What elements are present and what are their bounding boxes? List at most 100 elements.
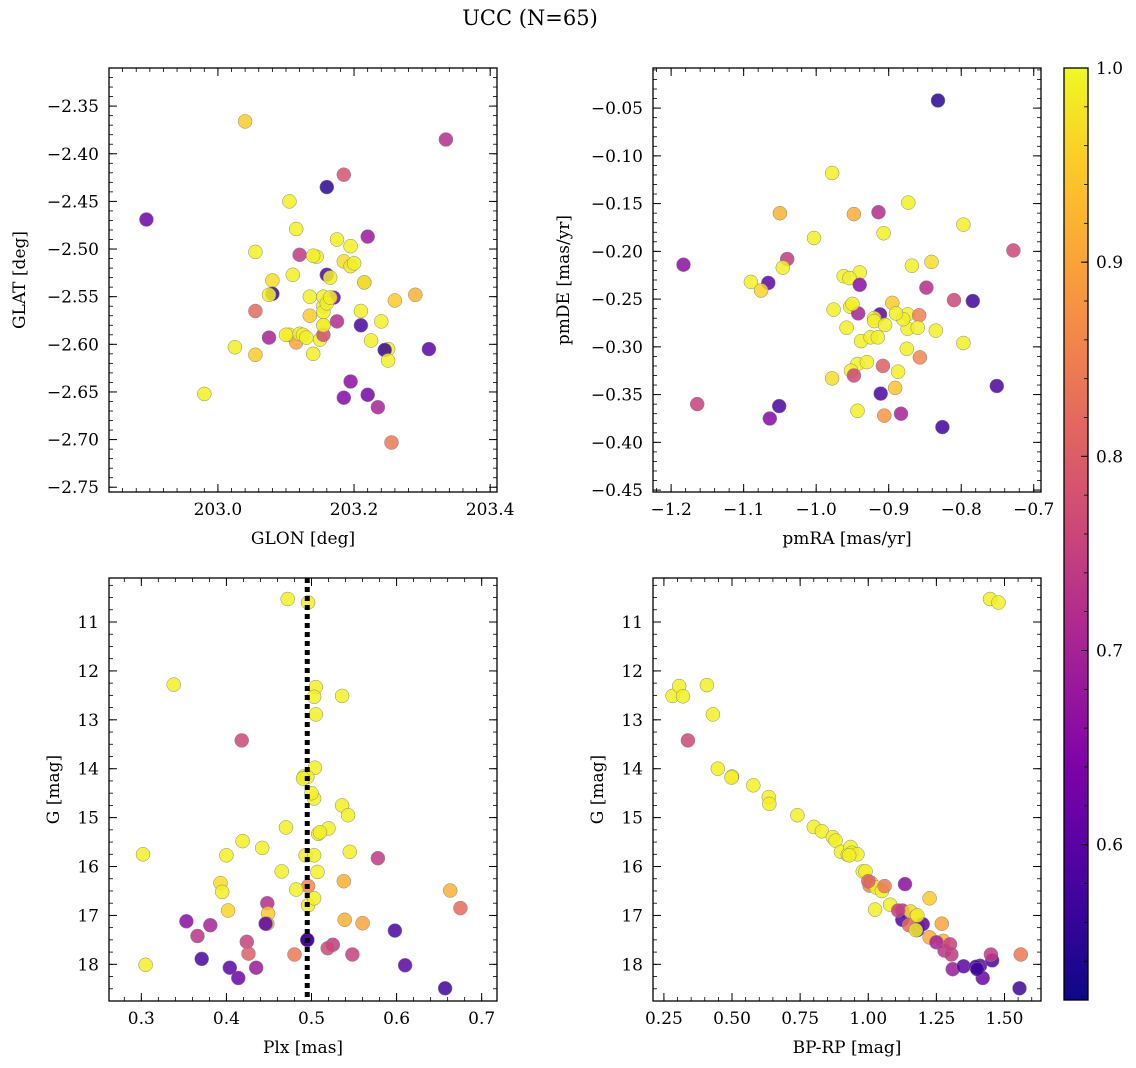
data-point [214, 884, 230, 900]
y-axis-label: pmDE [mas/yr] [554, 215, 574, 345]
plot-frame [652, 577, 1042, 1002]
data-point [258, 916, 273, 931]
data-point [241, 946, 256, 961]
y-tick-label: 18 [621, 955, 643, 975]
scatter-points [676, 93, 1021, 435]
x-tick-label: 0.3 [128, 1009, 155, 1029]
data-point [867, 902, 883, 917]
data-point [219, 848, 234, 863]
data-point [928, 323, 944, 338]
data-point [806, 230, 822, 246]
data-point [387, 293, 403, 308]
data-point [357, 275, 372, 290]
x-tick-label: 0.50 [713, 1009, 751, 1029]
y-tick-label: 12 [77, 662, 99, 682]
data-point [353, 303, 369, 319]
data-point [887, 380, 903, 396]
y-tick-label: 15 [77, 809, 99, 829]
data-point [989, 378, 1005, 394]
data-point [287, 947, 302, 962]
data-point [859, 354, 875, 370]
data-point [220, 903, 236, 918]
data-point [138, 957, 153, 973]
data-point [310, 864, 325, 880]
x-tick-label: −1.0 [796, 500, 837, 520]
x-tick-label: 203.4 [466, 500, 515, 520]
data-point [360, 387, 375, 403]
data-point [888, 306, 904, 321]
data-point [305, 248, 321, 263]
data-point [870, 330, 886, 345]
data-point [397, 958, 413, 973]
data-point [302, 308, 318, 323]
data-point [983, 947, 999, 962]
data-point [319, 179, 335, 195]
data-point [850, 403, 865, 419]
data-point [956, 335, 971, 351]
data-point [261, 287, 277, 303]
data-point [934, 916, 950, 931]
y-tick-label: −2.45 [47, 192, 99, 212]
data-point [846, 368, 862, 383]
y-tick-label: −0.10 [591, 147, 643, 167]
plot-frame [108, 577, 498, 1002]
x-tick-label: −1.1 [723, 500, 764, 520]
data-point [772, 205, 788, 221]
data-point [871, 204, 886, 220]
y-tick-label: −0.30 [591, 338, 643, 358]
data-point [873, 386, 888, 401]
y-tick-label: −2.55 [47, 288, 99, 308]
x-tick-label: −0.7 [1013, 500, 1054, 520]
colorbar-tick-label: 0.6 [1096, 836, 1123, 856]
data-point [897, 876, 913, 892]
data-point [699, 677, 715, 693]
y-tick-label: 17 [621, 906, 643, 926]
y-tick-label: −0.15 [591, 195, 643, 215]
data-point [969, 961, 985, 977]
y-axis-label: G [mag] [44, 755, 64, 824]
data-point [924, 254, 939, 270]
data-point [919, 280, 934, 295]
figure-title: UCC (N=65) [462, 6, 598, 30]
data-point [342, 844, 358, 860]
data-point [278, 820, 294, 835]
x-tick-label: 1.00 [849, 1009, 887, 1029]
data-point [724, 770, 739, 785]
data-point [826, 302, 841, 317]
data-point [680, 733, 696, 748]
data-point [877, 408, 892, 423]
data-point [845, 296, 860, 312]
data-point [912, 350, 928, 365]
data-point [890, 903, 906, 918]
data-point [248, 303, 263, 319]
data-point [302, 289, 318, 304]
y-tick-label: 13 [621, 711, 643, 731]
data-point [254, 840, 270, 856]
scatter-points [135, 591, 468, 996]
data-point [387, 923, 403, 938]
data-point [312, 825, 328, 840]
data-point [274, 864, 289, 879]
y-tick-label: 15 [621, 809, 643, 829]
data-point [166, 677, 181, 692]
data-point [911, 308, 927, 323]
data-point [370, 850, 386, 866]
data-point [904, 258, 920, 273]
x-tick-label: 203.0 [194, 500, 243, 520]
data-point [1006, 243, 1021, 258]
y-tick-label: −0.35 [591, 386, 643, 406]
scatter-points [665, 591, 1029, 996]
data-point [334, 688, 350, 704]
data-point [775, 260, 791, 275]
data-point [280, 591, 295, 607]
y-tick-label: −0.05 [591, 99, 643, 119]
data-point [965, 293, 981, 309]
data-point [846, 206, 862, 222]
data-point [306, 891, 322, 906]
data-point [282, 194, 297, 209]
data-point [437, 981, 453, 996]
colorbar: 0.6 0.7 0.8 0.9 1.0 [1063, 59, 1123, 1001]
data-point [380, 353, 396, 368]
y-tick-label: 12 [621, 662, 643, 682]
colorbar-tick-label: 1.0 [1096, 59, 1123, 79]
